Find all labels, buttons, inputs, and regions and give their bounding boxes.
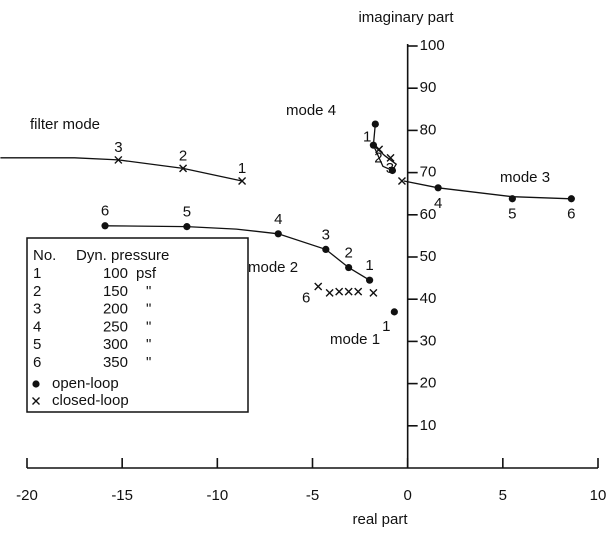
x-tick-label: 0 [403, 487, 411, 504]
annotation: mode 4 [286, 102, 336, 119]
point-label: 1 [382, 318, 390, 335]
point-label: 1 [363, 128, 371, 145]
open-loop-point [390, 308, 398, 316]
legend-label: closed-loop [52, 392, 129, 409]
open-loop-point [567, 195, 575, 203]
y-tick-label: 40 [420, 290, 437, 307]
y-tick-label: 70 [420, 164, 437, 181]
x-tick-label: 10 [590, 487, 607, 504]
legend-unit: psf [136, 265, 157, 282]
point-label: 2 [374, 149, 382, 166]
y-tick-label: 90 [420, 79, 437, 96]
closed-loop-point [344, 287, 353, 296]
x-tick-label: -15 [111, 487, 133, 504]
point-label: 5 [508, 206, 516, 223]
legend-header: Dyn. pressure [76, 247, 169, 264]
legend-number: 5 [33, 336, 41, 353]
open-loop-point [183, 223, 191, 231]
closed-loop-point [114, 155, 123, 164]
legend-number: 4 [33, 318, 41, 335]
point-label: 3 [386, 160, 394, 177]
point-label: 1 [238, 160, 246, 177]
point-label: 6 [101, 203, 109, 220]
point-label: 5 [183, 204, 191, 221]
open-loop-point [434, 184, 442, 192]
open-loop-point [369, 141, 378, 149]
open-loop-point [508, 195, 516, 203]
legend-number: 1 [33, 265, 41, 282]
y-tick-label: 50 [420, 248, 437, 265]
open-loop-point [322, 245, 330, 254]
x-axis-label: real part [352, 511, 408, 528]
legend-pressure: 250 [103, 318, 128, 335]
closed-loop-point [32, 397, 40, 405]
legend-pressure: 350 [103, 354, 128, 371]
y-tick-label: 60 [420, 206, 437, 223]
locus-line [403, 180, 572, 200]
closed-loop-point [354, 287, 363, 296]
point-label: 3 [114, 139, 122, 156]
legend-unit: " [146, 354, 151, 371]
legend-unit: " [146, 318, 151, 335]
point-label: 4 [274, 211, 282, 228]
legend-pressure: 200 [103, 301, 128, 318]
open-loop-point [371, 120, 379, 128]
x-tick-label: -20 [16, 487, 38, 504]
legend-label: open-loop [52, 375, 119, 392]
legend-number: 2 [33, 283, 41, 300]
closed-loop-point [397, 177, 406, 186]
annotation: filter mode [30, 116, 100, 133]
point-label: 2 [344, 245, 352, 262]
point-label: 6 [302, 290, 310, 307]
closed-loop-point [335, 287, 344, 296]
x-tick-label: -5 [306, 487, 319, 504]
legend-number: 3 [33, 301, 41, 318]
closed-loop-point [375, 145, 384, 154]
annotation: mode 3 [500, 169, 550, 186]
closed-loop-point [325, 288, 334, 297]
x-tick-label: 5 [499, 487, 507, 504]
closed-loop-point [386, 153, 395, 162]
open-loop-point [274, 230, 282, 238]
y-axis-label: imaginary part [358, 9, 454, 26]
legend-box [26, 237, 249, 413]
open-loop-point [101, 222, 109, 230]
legend-pressure: 100 [103, 265, 128, 282]
point-label: 6 [567, 206, 575, 223]
open-loop-point [366, 276, 374, 284]
legend-unit: " [146, 301, 151, 318]
legend-header: No. [33, 247, 56, 264]
legend-pressure: 300 [103, 336, 128, 353]
point-label: 3 [322, 226, 330, 243]
y-tick-label: 30 [420, 332, 437, 349]
point-label: 4 [434, 195, 442, 212]
legend-pressure: 150 [103, 283, 128, 300]
y-tick-label: 20 [420, 375, 437, 392]
point-label: 1 [365, 257, 373, 274]
x-tick-label: -10 [206, 487, 228, 504]
legend-unit: " [146, 336, 151, 353]
closed-loop-point [314, 282, 323, 291]
open-loop-point [32, 380, 40, 388]
locus-line [0, 157, 243, 182]
annotation: mode 2 [248, 259, 298, 276]
legend-number: 6 [33, 354, 41, 371]
legend-unit: " [146, 283, 151, 300]
open-loop-point [388, 166, 397, 175]
annotation: mode 1 [330, 331, 380, 348]
open-loop-point [345, 263, 353, 272]
closed-loop-point [369, 288, 378, 297]
closed-loop-point [179, 164, 188, 173]
y-tick-label: 100 [420, 37, 445, 54]
point-label: 2 [179, 147, 187, 164]
y-tick-label: 80 [420, 121, 437, 138]
closed-loop-point [238, 177, 247, 186]
y-tick-label: 10 [420, 417, 437, 434]
